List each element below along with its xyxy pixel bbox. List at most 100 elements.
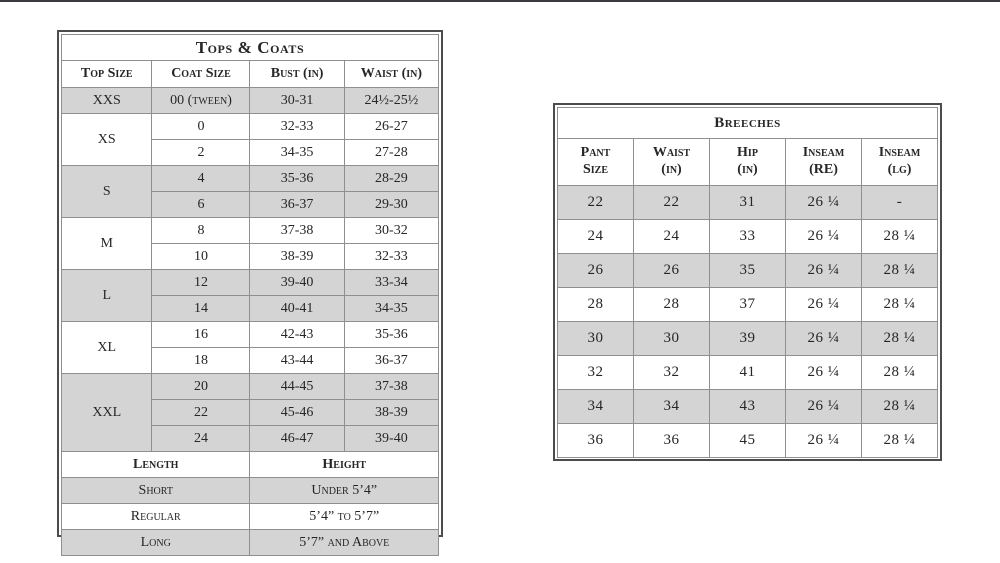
table-cell: 35-36 bbox=[343, 321, 440, 348]
table-cell: 16 bbox=[151, 321, 251, 348]
table-row: 36 36 45 26 ¼ 28 ¼ bbox=[557, 423, 938, 458]
table-cell: 22 bbox=[557, 185, 634, 220]
height-range: 5’4” to 5’7” bbox=[249, 503, 439, 530]
table-cell: 30 bbox=[633, 321, 710, 356]
table-cell: 39 bbox=[709, 321, 786, 356]
table-cell: 8 bbox=[151, 217, 251, 244]
table-cell: 22 bbox=[633, 185, 710, 220]
table-cell: 30-32 bbox=[343, 217, 440, 244]
col-header-length: Length bbox=[60, 451, 251, 478]
table-row: 24 46-47 39-40 bbox=[62, 425, 440, 452]
table-cell: 43 bbox=[709, 389, 786, 424]
col-header-waist: Waist (in) bbox=[343, 60, 440, 88]
table-row: 32 32 41 26 ¼ 28 ¼ bbox=[557, 355, 938, 390]
col-header-waist: Waist (in) bbox=[633, 138, 710, 186]
table-cell: 38-39 bbox=[249, 243, 345, 270]
height-range: Under 5’4” bbox=[249, 477, 439, 504]
table-cell: 35 bbox=[709, 253, 786, 288]
table-row: XXS 00 (tween) 30-31 24½-25½ bbox=[60, 87, 440, 114]
table-cell: 26 ¼ bbox=[785, 321, 862, 356]
length-label: Long bbox=[60, 529, 251, 556]
height-range: 5’7” and Above bbox=[249, 529, 439, 556]
table-cell: 26 ¼ bbox=[785, 423, 862, 458]
table-row: Length Height bbox=[60, 451, 439, 478]
col-header-bust: Bust (in) bbox=[249, 60, 345, 88]
table-cell: 24 bbox=[557, 219, 634, 254]
table-cell: 39-40 bbox=[249, 269, 345, 296]
table-row: 28 28 37 26 ¼ 28 ¼ bbox=[557, 287, 938, 322]
header-line: (lg) bbox=[887, 162, 912, 177]
table-cell: 26 ¼ bbox=[785, 355, 862, 390]
table-cell: 40-41 bbox=[249, 295, 345, 322]
size-group-label: XXL bbox=[60, 373, 153, 452]
table-row: 22 22 31 26 ¼ - bbox=[557, 185, 938, 220]
table-cell: 00 (tween) bbox=[151, 87, 251, 114]
table-cell: 28 ¼ bbox=[861, 219, 938, 254]
header-line: (in) bbox=[661, 162, 682, 177]
table-cell: 22 bbox=[151, 399, 251, 426]
table-cell: 32-33 bbox=[343, 243, 440, 270]
table-row: 26 26 35 26 ¼ 28 ¼ bbox=[557, 253, 938, 288]
table-cell: 4 bbox=[151, 165, 251, 192]
table-cell: 33 bbox=[709, 219, 786, 254]
table-cell: 12 bbox=[151, 269, 251, 296]
table-row: XL 16 42-43 35-36 bbox=[60, 321, 440, 374]
table-cell: 20 bbox=[151, 373, 251, 400]
table-cell: 37 bbox=[709, 287, 786, 322]
size-group-label: XL bbox=[60, 321, 153, 374]
size-group-label: S bbox=[60, 165, 153, 218]
size-group-label: XXS bbox=[60, 87, 153, 114]
table-cell: 0 bbox=[151, 113, 251, 140]
table-cell: 26 ¼ bbox=[785, 287, 862, 322]
size-group-label: M bbox=[60, 217, 153, 270]
table-cell: 26 ¼ bbox=[785, 253, 862, 288]
table-row: XXL 20 44-45 37-38 bbox=[60, 373, 440, 452]
table-cell: 2 bbox=[151, 139, 251, 166]
table-cell: 28 ¼ bbox=[861, 355, 938, 390]
table-row: 14 40-41 34-35 bbox=[62, 295, 440, 322]
table-cell: 14 bbox=[151, 295, 251, 322]
length-label: Regular bbox=[60, 503, 251, 530]
table-cell: 28 ¼ bbox=[861, 321, 938, 356]
table-row: 22 45-46 38-39 bbox=[62, 399, 440, 426]
table-cell: 34-35 bbox=[343, 295, 440, 322]
table-cell: 36-37 bbox=[343, 347, 440, 374]
size-group-label: XS bbox=[60, 113, 153, 166]
table-row: 10 38-39 32-33 bbox=[62, 243, 440, 270]
table-cell: 32 bbox=[557, 355, 634, 390]
header-line: Waist bbox=[652, 145, 691, 161]
table-cell: 41 bbox=[709, 355, 786, 390]
table-cell: 37-38 bbox=[343, 373, 440, 400]
table-cell: 24 bbox=[151, 425, 251, 452]
breeches-title: Breeches bbox=[557, 107, 938, 139]
table-cell: 35-36 bbox=[249, 165, 345, 192]
header-line: (RE) bbox=[809, 162, 838, 177]
table-cell: 34 bbox=[557, 389, 634, 424]
tops-coats-size-chart: Tops & Coats Top Size Coat Size Bust (in… bbox=[57, 30, 443, 556]
table-cell: 32-33 bbox=[249, 113, 345, 140]
table-cell: 45 bbox=[709, 423, 786, 458]
table-cell: 28 bbox=[633, 287, 710, 322]
table-cell: 26 ¼ bbox=[785, 185, 862, 220]
header-line: Size bbox=[582, 162, 609, 177]
table-row: Top Size Coat Size Bust (in) Waist (in) bbox=[60, 60, 440, 88]
col-header-height: Height bbox=[249, 451, 439, 478]
table-cell: 29-30 bbox=[343, 191, 440, 218]
header-line: Inseam bbox=[878, 145, 921, 161]
table-cell: 28 ¼ bbox=[861, 389, 938, 424]
table-cell: - bbox=[861, 185, 938, 220]
table-cell: 26 bbox=[633, 253, 710, 288]
table-row: Short Under 5’4” bbox=[60, 477, 439, 504]
col-header-top-size: Top Size bbox=[60, 60, 153, 88]
length-label: Short bbox=[60, 477, 251, 504]
tops-coats-title: Tops & Coats bbox=[61, 34, 439, 61]
table-row: 24 24 33 26 ¼ 28 ¼ bbox=[557, 219, 938, 254]
table-cell: 26 ¼ bbox=[785, 389, 862, 424]
table-cell: 26 ¼ bbox=[785, 219, 862, 254]
col-header-hip: Hip (in) bbox=[709, 138, 786, 186]
table-cell: 30 bbox=[557, 321, 634, 356]
table-cell: 24½-25½ bbox=[343, 87, 440, 114]
table-cell: 44-45 bbox=[249, 373, 345, 400]
table-cell: 18 bbox=[151, 347, 251, 374]
table-cell: 46-47 bbox=[249, 425, 345, 452]
